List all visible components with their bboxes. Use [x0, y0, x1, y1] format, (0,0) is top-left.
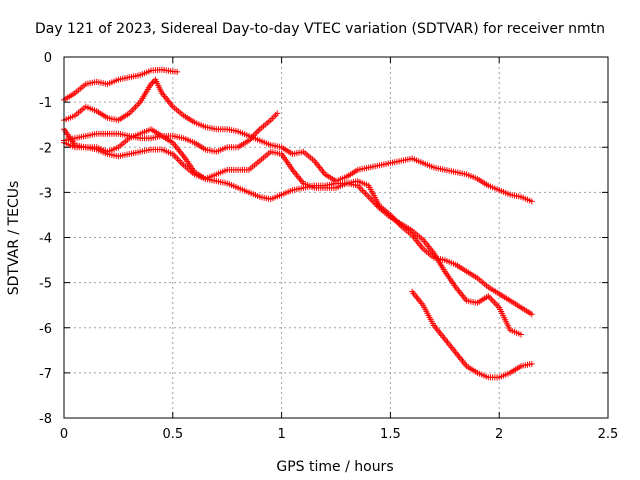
- x-tick-label: 1.5: [380, 427, 401, 442]
- data-point: [274, 110, 281, 117]
- x-axis-label: GPS time / hours: [276, 459, 393, 475]
- y-tick-label: -8: [39, 412, 52, 427]
- data-point: [517, 331, 524, 338]
- x-tick-label: 0: [60, 427, 68, 442]
- series-arc-1: [61, 66, 181, 103]
- data-point: [528, 198, 535, 205]
- y-tick-label: -5: [39, 277, 52, 292]
- x-tick-label: 1: [277, 427, 285, 442]
- y-tick-label: -4: [39, 232, 52, 247]
- data-point: [174, 68, 181, 75]
- axis-ticks: 0 0.5 1 1.5 2 2.5 0 -1 -2 -3 -4 -5 -6 -7 -8: [39, 51, 618, 442]
- series-arc-6: [409, 288, 535, 381]
- series-arc-5: [61, 139, 535, 318]
- x-tick-label: 2: [495, 427, 503, 442]
- y-tick-label: -3: [39, 186, 52, 201]
- y-tick-label: -6: [39, 322, 52, 337]
- data-point: [528, 360, 535, 367]
- x-tick-label: 0.5: [162, 427, 183, 442]
- y-tick-label: -1: [39, 96, 52, 111]
- series-arc-2: [61, 76, 535, 205]
- grid-lines: [64, 57, 608, 418]
- data-point: [528, 311, 535, 318]
- x-tick-label: 2.5: [598, 427, 619, 442]
- data-series: [61, 66, 535, 381]
- chart-title: Day 121 of 2023, Sidereal Day-to-day VTE…: [35, 21, 605, 37]
- y-tick-label: -2: [39, 141, 52, 156]
- y-axis-label: SDTVAR / TECUs: [6, 181, 22, 296]
- y-tick-label: -7: [39, 367, 52, 382]
- y-tick-label: 0: [44, 51, 52, 66]
